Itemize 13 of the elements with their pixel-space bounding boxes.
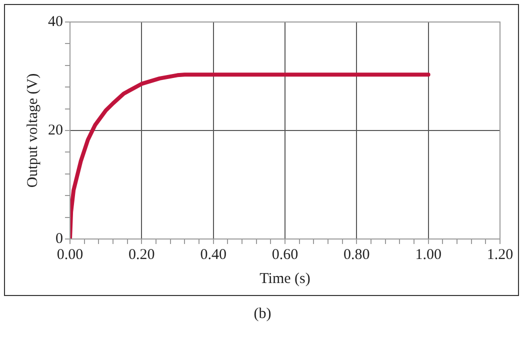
x-tick-label: 1.20 xyxy=(486,246,514,263)
x-tick-label: 0.20 xyxy=(128,246,155,263)
x-tick-label: 1.00 xyxy=(415,246,442,263)
x-tick-label: 0.00 xyxy=(56,246,84,263)
x-tick-label: 0.40 xyxy=(200,246,226,263)
y-axis-title: Output voltage (V) xyxy=(24,73,41,188)
x-tick-label: 0.80 xyxy=(344,246,370,263)
text: (b) xyxy=(252,306,272,323)
y-tick-label: 40 xyxy=(48,14,63,30)
x-axis-title: Time (s) xyxy=(260,270,310,287)
y-tick-label: 20 xyxy=(48,122,63,138)
x-tick-label: 0.60 xyxy=(272,246,298,263)
y-tick-label: 0 xyxy=(56,230,63,247)
